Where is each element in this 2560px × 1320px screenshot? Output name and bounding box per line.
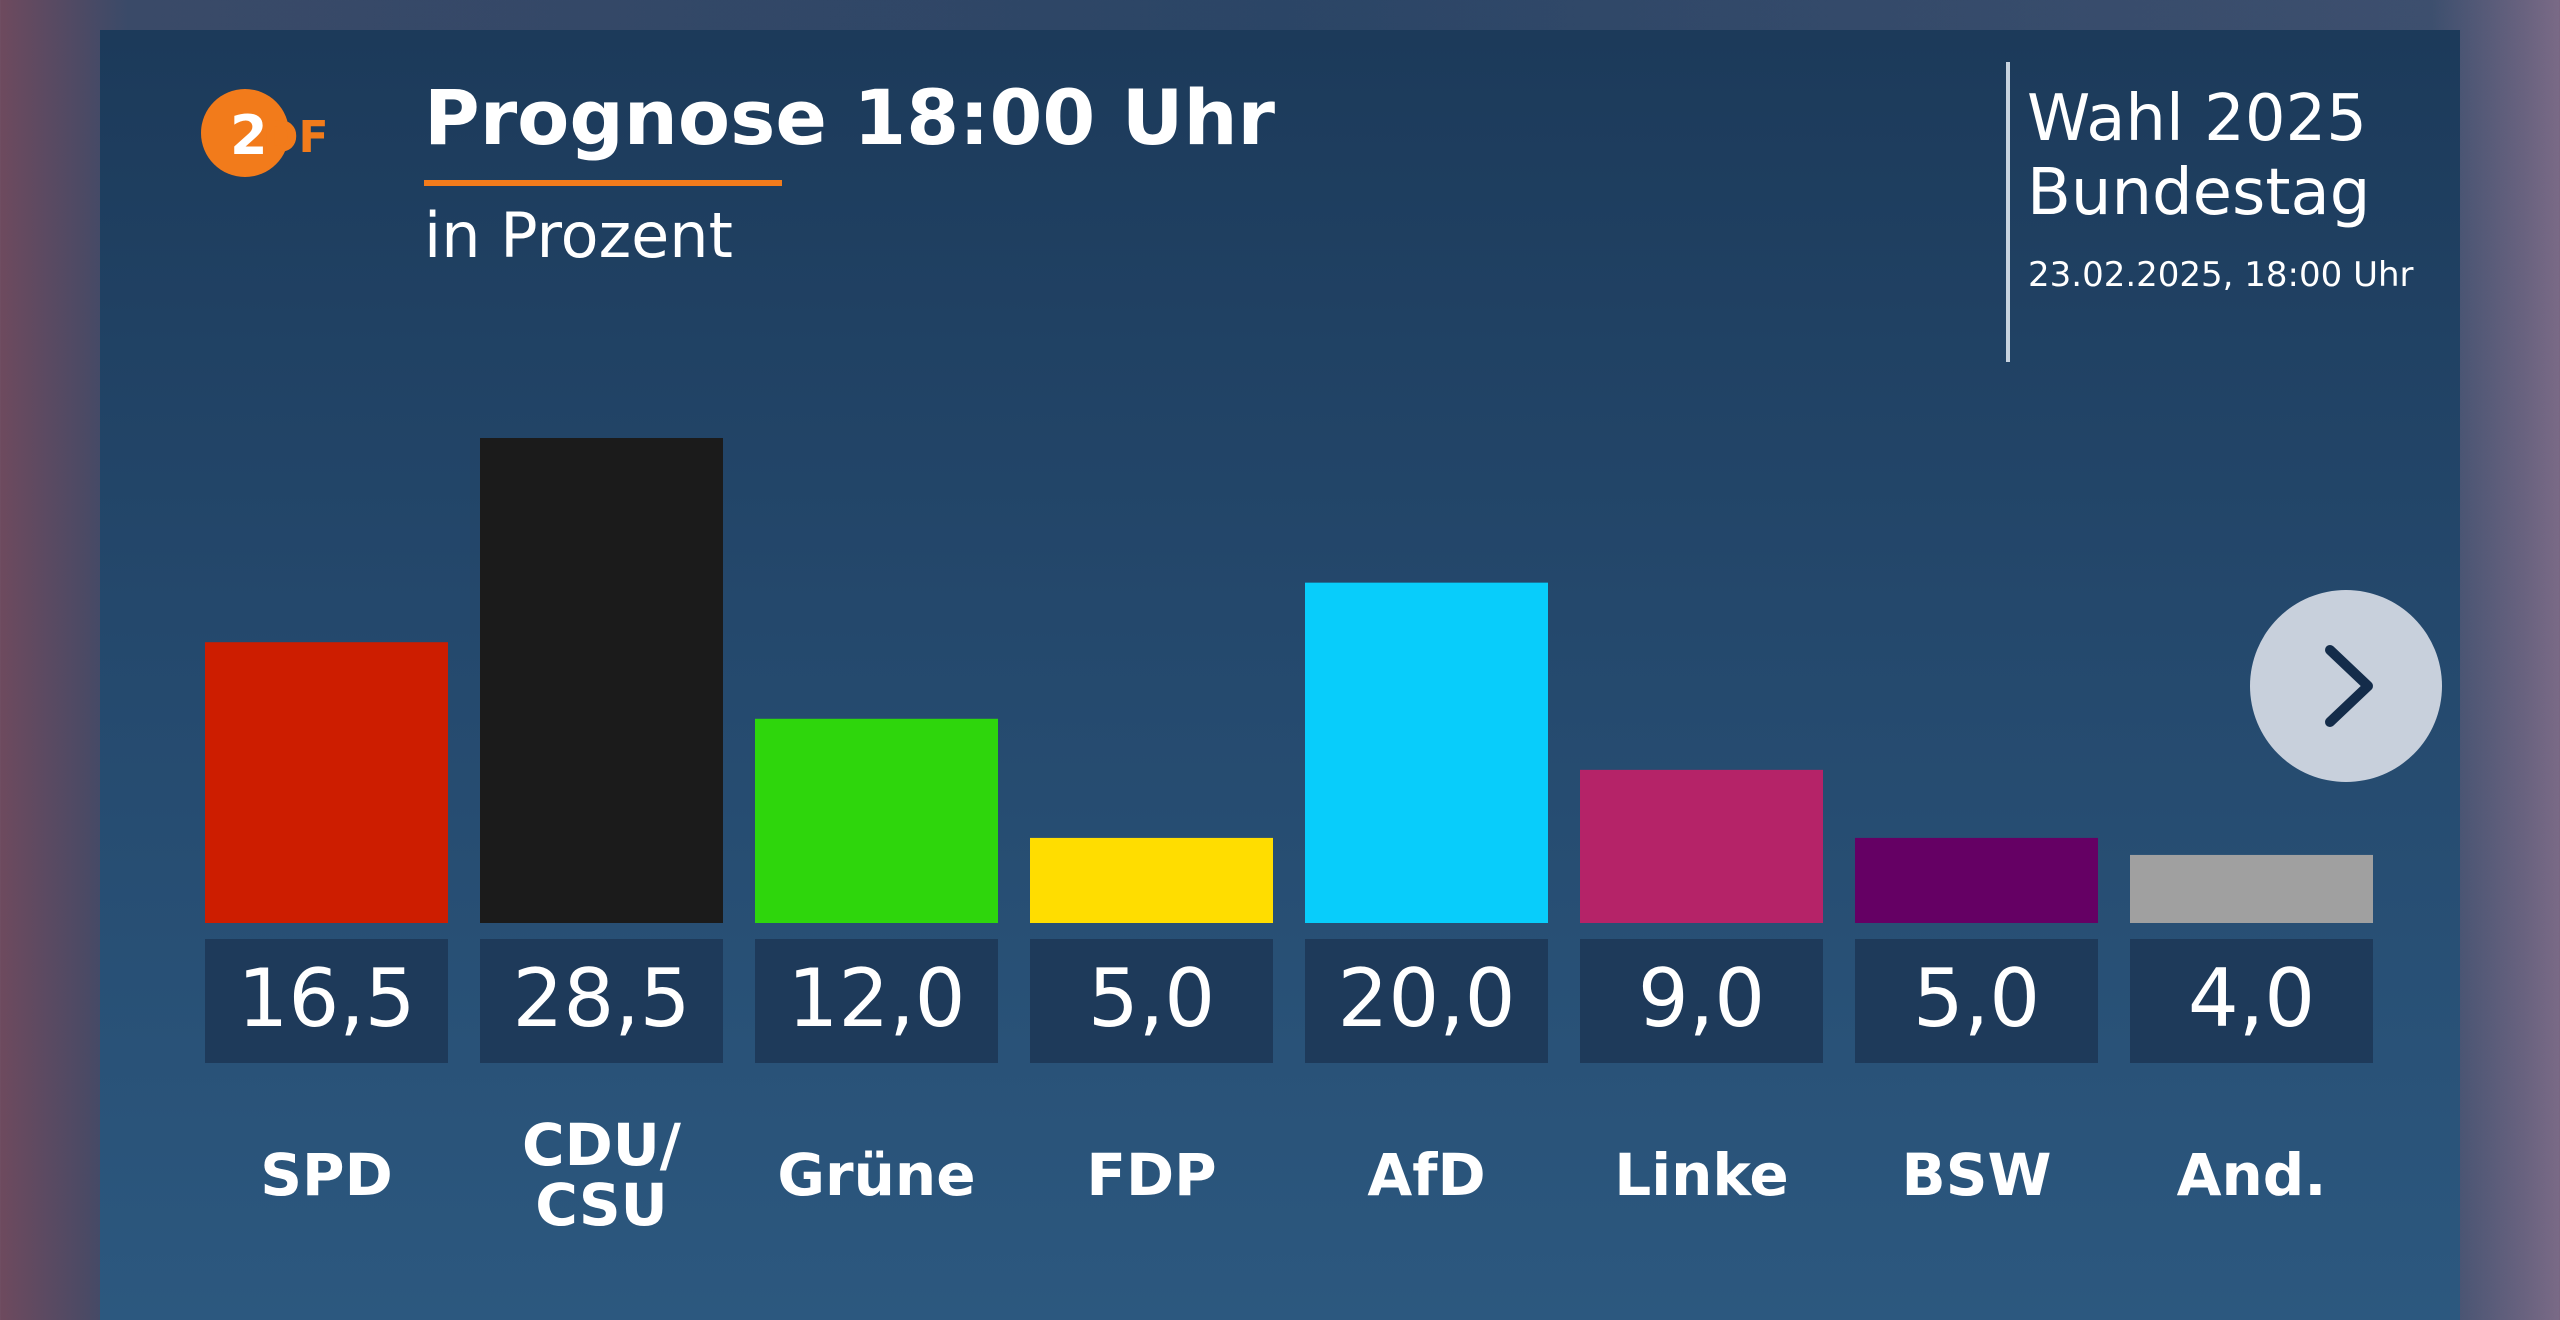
title-underline	[424, 180, 782, 186]
value-label-box	[480, 939, 723, 1063]
bar	[755, 718, 998, 923]
category-label: Grüne	[777, 1141, 975, 1209]
bar	[205, 642, 448, 923]
value-label: 5,0	[1088, 952, 1215, 1045]
value-label: 4,0	[2188, 952, 2315, 1045]
election-body: Bundestag	[2027, 156, 2371, 230]
next-button[interactable]	[2250, 590, 2442, 782]
value-label: 20,0	[1337, 952, 1515, 1045]
bar	[1855, 837, 2098, 923]
election-name: Wahl 2025 Bundestag	[2027, 82, 2370, 230]
chart-subtitle: in Prozent	[424, 199, 733, 272]
header-divider	[2006, 62, 2010, 362]
chevron-right-icon	[2325, 645, 2373, 727]
zdf-logo: 2 DF	[201, 89, 329, 177]
bar	[2130, 854, 2373, 923]
value-label: 28,5	[512, 952, 690, 1045]
value-label: 16,5	[237, 952, 415, 1045]
category-label: Linke	[1614, 1141, 1788, 1209]
value-label-box	[205, 939, 448, 1063]
category-label: And.	[2177, 1141, 2327, 1209]
bar	[1030, 837, 1273, 923]
value-label-box	[1855, 939, 2098, 1063]
bar-chart: 16,5 SPD 28,5 CDU/CSU 12,0 Grüne 5,0 FDP 20,0 AfD…	[205, 438, 2373, 1239]
bar	[1305, 582, 1548, 923]
value-label: 9,0	[1638, 952, 1765, 1045]
value-label: 12,0	[787, 952, 965, 1045]
value-label-box	[1305, 939, 1548, 1063]
value-label-box	[2130, 939, 2373, 1063]
value-label-box	[1580, 939, 1823, 1063]
category-label: CSU	[535, 1171, 668, 1239]
chart-title: Prognose 18:00 Uhr	[424, 73, 1276, 162]
value-label: 5,0	[1913, 952, 2040, 1045]
election-year: Wahl 2025	[2027, 82, 2367, 156]
bar	[1580, 769, 1823, 923]
category-label: FDP	[1086, 1141, 1216, 1209]
category-label: CDU/	[522, 1111, 682, 1179]
election-card: 2 DF Prognose 18:00 Uhr in Prozent Wahl …	[100, 30, 2460, 1320]
election-datetime: 23.02.2025, 18:00 Uhr	[2028, 255, 2414, 295]
bar	[480, 438, 723, 923]
svg-text:DF: DF	[262, 112, 329, 163]
value-label-box	[755, 939, 998, 1063]
category-label: SPD	[260, 1141, 392, 1209]
category-label: BSW	[1902, 1141, 2052, 1209]
category-label: AfD	[1367, 1141, 1485, 1209]
svg-text:2: 2	[230, 104, 268, 167]
value-label-box	[1030, 939, 1273, 1063]
